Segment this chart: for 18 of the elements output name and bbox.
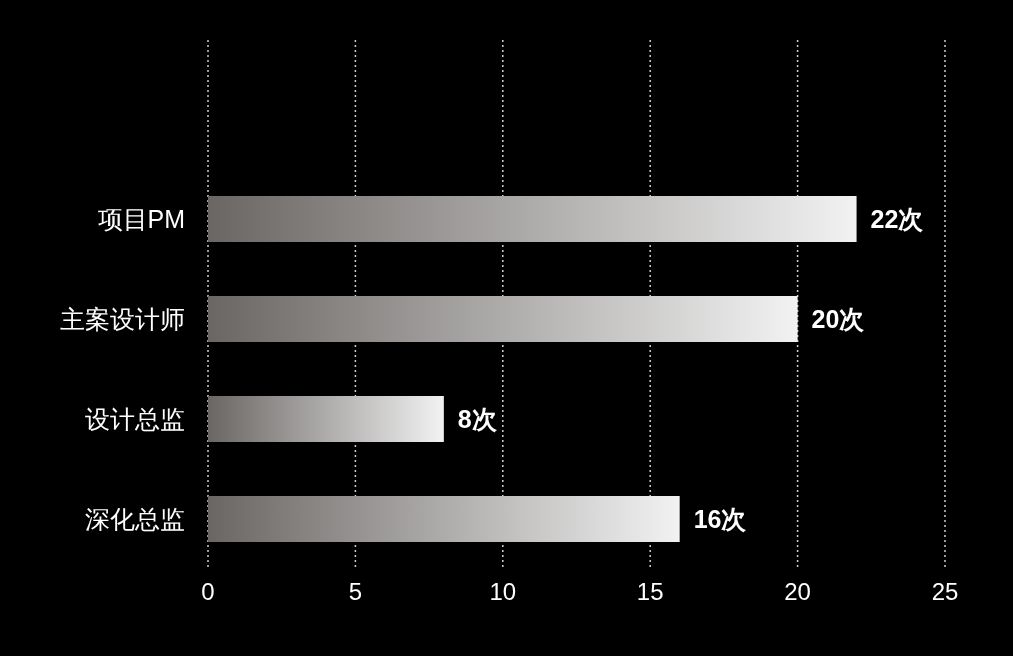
y-tick-label: 主案设计师 bbox=[60, 305, 185, 333]
x-tick-label: 15 bbox=[636, 578, 664, 605]
bar bbox=[208, 196, 857, 242]
data-label: 8次 bbox=[457, 405, 498, 433]
bar bbox=[208, 296, 798, 342]
y-tick-label: 项目PM bbox=[97, 205, 185, 233]
data-label: 16次 bbox=[693, 505, 748, 533]
bar bbox=[208, 496, 680, 542]
x-tick-label: 25 bbox=[931, 578, 959, 605]
x-tick-label: 5 bbox=[348, 578, 363, 605]
x-tick-label: 0 bbox=[201, 578, 215, 605]
y-tick-label: 设计总监 bbox=[85, 405, 185, 433]
data-label: 22次 bbox=[870, 205, 925, 233]
x-tick-label: 10 bbox=[489, 578, 517, 605]
x-tick-label: 20 bbox=[784, 578, 811, 605]
bar bbox=[208, 396, 444, 442]
y-tick-label: 深化总监 bbox=[85, 505, 185, 533]
data-label: 20次 bbox=[811, 305, 866, 333]
